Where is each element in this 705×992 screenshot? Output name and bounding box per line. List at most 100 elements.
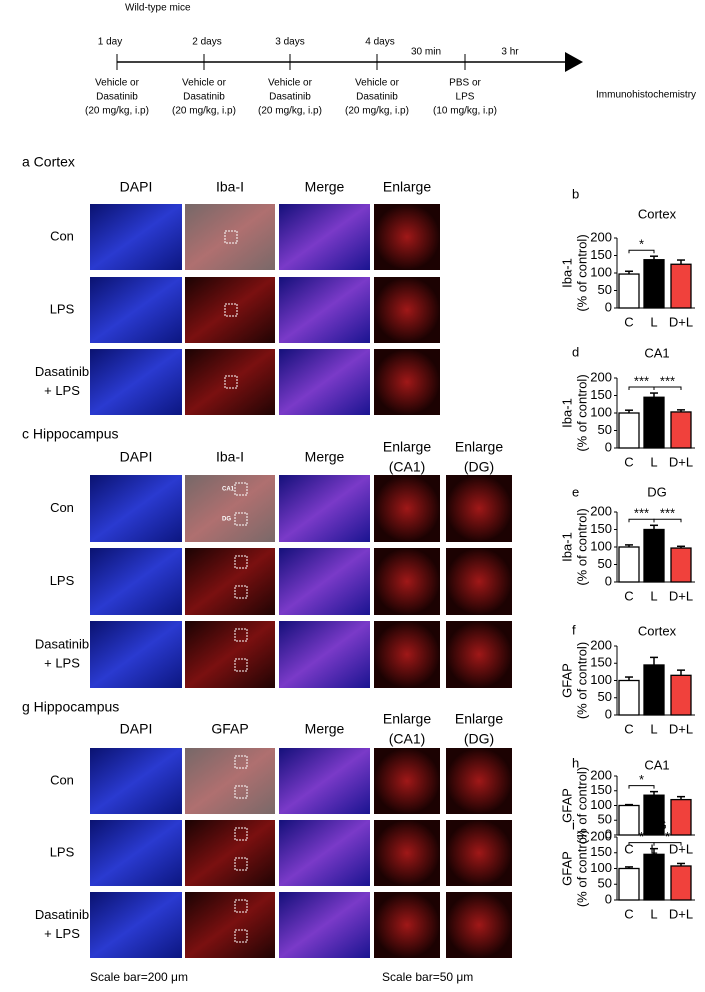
micrograph <box>90 748 182 814</box>
treatment: (20 mg/kg, i.p) <box>345 106 409 117</box>
y-axis-label: Iba-1 <box>559 398 574 428</box>
x-tick-label: D+L <box>669 721 693 736</box>
column-header: DAPI <box>120 449 153 465</box>
chart-title: CA1 <box>644 345 669 360</box>
row-label: + LPS <box>44 926 80 941</box>
title: Wild-type mice <box>125 3 191 14</box>
chart-letter: h <box>572 755 579 770</box>
bar <box>643 794 665 836</box>
bar <box>643 664 665 716</box>
panel-label: a Cortex <box>22 154 75 170</box>
micrograph <box>90 277 182 343</box>
column-header: (CA1) <box>389 459 426 475</box>
significance-label: *** <box>660 373 675 388</box>
bar <box>670 865 692 901</box>
y-axis-label: (% of control) <box>574 642 589 719</box>
micrograph <box>374 349 440 415</box>
significance-bracket <box>653 518 682 523</box>
micrograph <box>279 475 370 542</box>
treatment: Dasatinib <box>269 92 311 103</box>
chart-letter: b <box>572 186 579 201</box>
end-label: Immunohistochemistry <box>596 90 696 101</box>
micrograph <box>374 748 440 814</box>
panel-label: c Hippocampus <box>22 426 119 442</box>
treatment: PBS or <box>449 78 481 89</box>
treatment: Vehicle or <box>268 78 313 89</box>
micrograph <box>446 892 512 958</box>
bar <box>670 411 692 449</box>
column-header: Iba-I <box>216 449 244 465</box>
roi-box <box>234 658 248 672</box>
significance-bracket <box>653 842 682 846</box>
micrograph <box>185 548 275 615</box>
micrograph <box>90 349 182 415</box>
timeline-label: 4 days <box>365 37 394 48</box>
y-tick-label: 150 <box>590 521 612 536</box>
micrograph <box>374 892 440 958</box>
treatment: (10 mg/kg, i.p) <box>433 106 497 117</box>
y-axis-label: (% of control) <box>574 508 589 585</box>
y-tick-label: 50 <box>598 282 612 297</box>
chart-title: DG <box>647 484 667 499</box>
micrograph <box>374 475 440 542</box>
x-tick-label: L <box>650 721 657 736</box>
chart-title: CA1 <box>644 757 669 772</box>
significance-label: *** <box>660 506 675 521</box>
y-tick-label: 50 <box>598 689 612 704</box>
y-tick-label: 150 <box>590 655 612 670</box>
row-label: + LPS <box>44 383 80 398</box>
x-tick-label: C <box>624 841 633 856</box>
y-axis-label: (% of control) <box>574 234 589 311</box>
treatment: Vehicle or <box>95 78 140 89</box>
roi-box <box>234 555 248 569</box>
y-tick-label: 200 <box>590 369 612 384</box>
column-header: Enlarge <box>383 179 431 195</box>
column-header: (DG) <box>464 459 494 475</box>
column-header: DAPI <box>120 721 153 737</box>
timeline-label: 1 day <box>98 37 122 48</box>
panel-label: g Hippocampus <box>22 699 119 715</box>
roi-box <box>234 899 248 913</box>
column-header: DAPI <box>120 179 153 195</box>
column-header: Enlarge <box>383 439 431 455</box>
row-label: LPS <box>50 844 75 859</box>
x-tick-label: C <box>624 721 633 736</box>
row-label: LPS <box>50 573 75 588</box>
region-label: DG <box>222 517 231 523</box>
column-header: Enlarge <box>455 711 503 727</box>
y-tick-label: 0 <box>605 826 612 841</box>
bar <box>618 804 640 836</box>
micrograph <box>374 204 440 270</box>
column-header: Merge <box>305 721 345 737</box>
column-header: GFAP <box>211 721 248 737</box>
x-tick-label: C <box>624 906 633 921</box>
treatment: (20 mg/kg, i.p) <box>172 106 236 117</box>
column-header: (CA1) <box>389 731 426 747</box>
x-tick-label: D+L <box>669 454 693 469</box>
significance-bracket <box>628 249 655 254</box>
micrograph <box>279 892 370 958</box>
y-tick-label: 200 <box>590 828 612 843</box>
micrograph <box>90 892 182 958</box>
micrograph <box>279 748 370 814</box>
micrograph <box>90 621 182 688</box>
micrograph <box>374 277 440 343</box>
chart-title: DG <box>647 817 667 832</box>
significance-bracket <box>653 386 682 391</box>
row-label: Con <box>50 500 74 515</box>
micrograph <box>374 820 440 886</box>
y-tick-label: 0 <box>605 706 612 721</box>
micrograph <box>185 204 275 270</box>
micrograph <box>185 349 275 415</box>
y-tick-label: 50 <box>598 812 612 827</box>
timeline-label: 3 hr <box>501 47 519 58</box>
y-tick-label: 100 <box>590 797 612 812</box>
y-tick-label: 100 <box>590 404 612 419</box>
micrograph <box>446 475 512 542</box>
x-tick-label: D+L <box>669 588 693 603</box>
chart-letter: f <box>572 622 576 637</box>
micrograph <box>90 204 182 270</box>
y-axis-label: Iba-1 <box>559 258 574 288</box>
y-axis-label: (% of control) <box>574 374 589 451</box>
